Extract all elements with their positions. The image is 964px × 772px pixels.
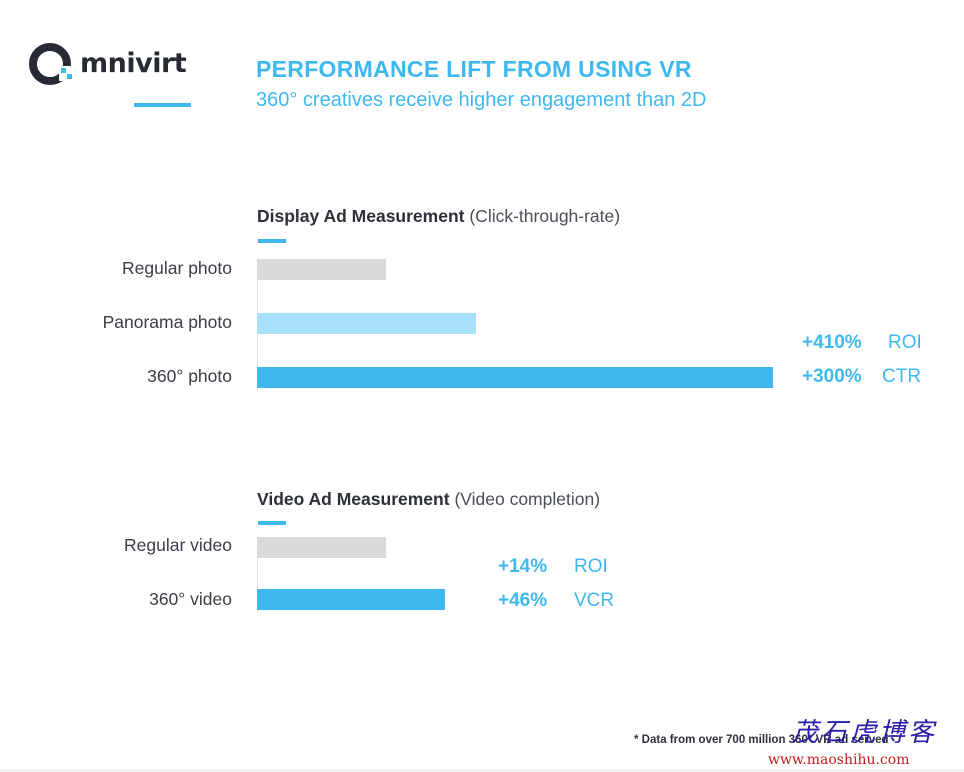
omnivirt-logo: mnivirt: [26, 36, 201, 92]
video-section-rule: [258, 521, 286, 525]
video-section-title: Video Ad Measurement (Video completion): [257, 489, 600, 510]
video-roi-lift: +14% ROI: [498, 556, 608, 578]
display-ctr-value: +300%: [802, 366, 862, 387]
bar-regular-photo: [257, 259, 386, 280]
bar-panorama-photo: [257, 313, 476, 334]
bottom-divider: [0, 769, 964, 772]
video-roi-value: +14%: [498, 556, 548, 577]
video-roi-metric: ROI: [574, 556, 608, 577]
display-section-heading: Display Ad Measurement: [257, 206, 465, 226]
video-axis-line: [257, 537, 258, 611]
category-label-360-photo: 360° photo: [147, 366, 232, 386]
display-section-rule: [258, 239, 286, 243]
category-label-regular-photo: Regular photo: [122, 258, 232, 278]
display-section-title: Display Ad Measurement (Click-through-ra…: [257, 206, 620, 227]
display-roi-value: +410%: [802, 332, 862, 353]
bar-360-video: [257, 589, 445, 610]
watermark-url: www.maoshihu.com: [768, 752, 910, 768]
video-vcr-lift: +46% VCR: [498, 590, 614, 612]
bar-regular-video: [257, 537, 386, 558]
footnote: * Data from over 700 million 360° VR ad …: [634, 734, 889, 746]
video-section-subheading: (Video completion): [454, 489, 601, 509]
watermark-text: 茂石虎博客: [792, 718, 938, 748]
page-title: PERFORMANCE LIFT FROM USING VR: [256, 56, 692, 82]
display-section-subheading: (Click-through-rate): [469, 206, 621, 226]
category-label-panorama-photo: Panorama photo: [102, 312, 232, 332]
video-vcr-value: +46%: [498, 590, 548, 611]
logo-underline: [134, 103, 191, 107]
category-label-regular-video: Regular video: [124, 535, 232, 555]
omnivirt-logo-icon: [29, 43, 74, 85]
logo-wordmark: mnivirt: [80, 48, 187, 79]
display-roi-lift: +410% ROI: [802, 332, 922, 354]
display-ctr-lift: +300% CTR: [802, 366, 921, 388]
video-vcr-metric: VCR: [574, 590, 615, 611]
category-label-360-video: 360° video: [149, 589, 232, 609]
display-ctr-metric: CTR: [882, 366, 922, 387]
video-section-heading: Video Ad Measurement: [257, 489, 450, 509]
bar-360-photo: [257, 367, 773, 388]
page-subtitle: 360° creatives receive higher engagement…: [256, 89, 707, 111]
display-roi-metric: ROI: [888, 332, 922, 353]
